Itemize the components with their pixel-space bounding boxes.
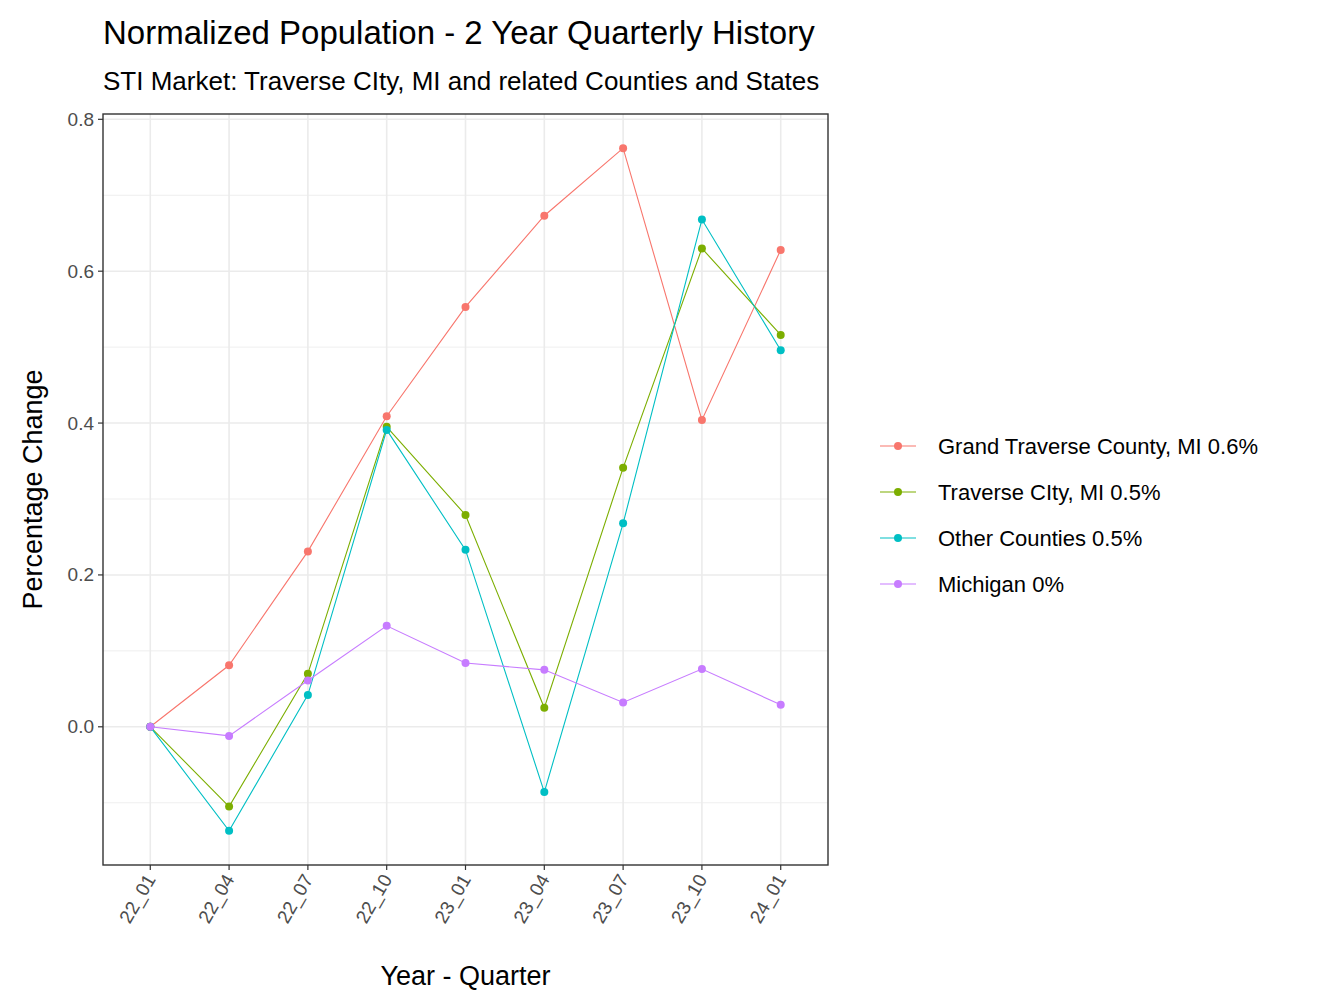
plot-frame (103, 114, 828, 865)
series-point (540, 788, 548, 796)
series-point (540, 666, 548, 674)
x-axis-label: Year - Quarter (380, 961, 550, 991)
series-line (150, 148, 780, 727)
title: Normalized Population - 2 Year Quarterly… (103, 14, 815, 51)
series-point (383, 426, 391, 434)
series-point (777, 701, 785, 709)
series-point (146, 723, 154, 731)
series-point (462, 659, 470, 667)
series-point (304, 691, 312, 699)
series-point (540, 704, 548, 712)
series-point (698, 244, 706, 252)
series-point (462, 511, 470, 519)
legend-key-point (894, 534, 902, 542)
x-tick-label: 22_10 (352, 871, 397, 928)
x-tick-label: 22_07 (273, 871, 318, 928)
y-tick (98, 422, 103, 423)
series-point (383, 622, 391, 630)
legend-key-point (894, 442, 902, 450)
x-tick-label: 23_07 (588, 871, 633, 928)
series-point (304, 676, 312, 684)
series-point (462, 303, 470, 311)
legend-key-point (894, 580, 902, 588)
x-tick (780, 865, 781, 870)
x-tick (623, 865, 624, 870)
series-point (462, 546, 470, 554)
series-point (225, 827, 233, 835)
legend-label: Other Counties 0.5% (938, 526, 1142, 551)
background (0, 0, 1344, 1008)
series-point (698, 665, 706, 673)
series-point (383, 412, 391, 420)
series-point (540, 212, 548, 220)
legend: Grand Traverse County, MI 0.6% Traverse C… (880, 434, 1258, 597)
series-point (777, 246, 785, 254)
x-tick-label: 23_01 (430, 871, 475, 928)
series-point (225, 803, 233, 811)
series-point (777, 331, 785, 339)
x-tick-label: 22_04 (194, 870, 240, 927)
x-tick (386, 865, 387, 870)
x-tick (307, 865, 308, 870)
y-tick-label: 0.2 (68, 564, 94, 585)
x-tick-label: 22_01 (115, 871, 160, 928)
y-tick (98, 271, 103, 272)
y-tick (98, 574, 103, 575)
series-point (225, 661, 233, 669)
grid-line-x (149, 114, 151, 865)
legend-label: Traverse CIty, MI 0.5% (938, 480, 1161, 505)
x-tick-label: 23_10 (667, 871, 712, 928)
x-tick-label: 23_04 (509, 870, 555, 927)
x-tick (701, 865, 702, 870)
series-point (698, 416, 706, 424)
series-point (619, 698, 627, 706)
series-point (619, 144, 627, 152)
x-tick (544, 865, 545, 870)
grid-line-x (622, 114, 624, 865)
series-point (225, 732, 233, 740)
series-point (777, 346, 785, 354)
y-tick (98, 119, 103, 120)
series-point (146, 723, 154, 731)
legend-key-point (894, 488, 902, 496)
series-line (150, 626, 780, 736)
series-point (619, 519, 627, 527)
grid-line-x (386, 114, 388, 865)
grid-line-x (780, 114, 782, 865)
series-line (150, 220, 780, 831)
series-point (304, 670, 312, 678)
y-tick-label: 0.4 (68, 413, 95, 434)
plot-data (146, 144, 784, 835)
grid-line-x (544, 114, 546, 865)
y-tick-label: 0.6 (68, 261, 94, 282)
series-point (146, 723, 154, 731)
legend-label: Grand Traverse County, MI 0.6% (938, 434, 1258, 459)
series-point (304, 547, 312, 555)
grid-line-x (465, 114, 467, 865)
legend-label: Michigan 0% (938, 572, 1064, 597)
subtitle: STI Market: Traverse CIty, MI and relate… (103, 66, 819, 96)
grid-line-x (701, 114, 703, 865)
chart: 0.0 0.2 0.4 0.6 0.8 22_01 22_04 22_07 22_10 23_01… (0, 0, 1344, 1008)
grid-line-x (228, 114, 230, 865)
y-tick-label: 0.0 (68, 716, 94, 737)
x-tick (150, 865, 151, 870)
x-tick (465, 865, 466, 870)
series-line (150, 248, 780, 806)
series-point (619, 464, 627, 472)
series-point (698, 216, 706, 224)
x-tick-label: 24_01 (746, 871, 791, 928)
y-tick-label: 0.8 (68, 109, 94, 130)
grid-line-x (307, 114, 309, 865)
x-tick (228, 865, 229, 870)
y-tick (98, 726, 103, 727)
y-axis-label: Percentage Change (18, 369, 48, 609)
series-point (146, 723, 154, 731)
